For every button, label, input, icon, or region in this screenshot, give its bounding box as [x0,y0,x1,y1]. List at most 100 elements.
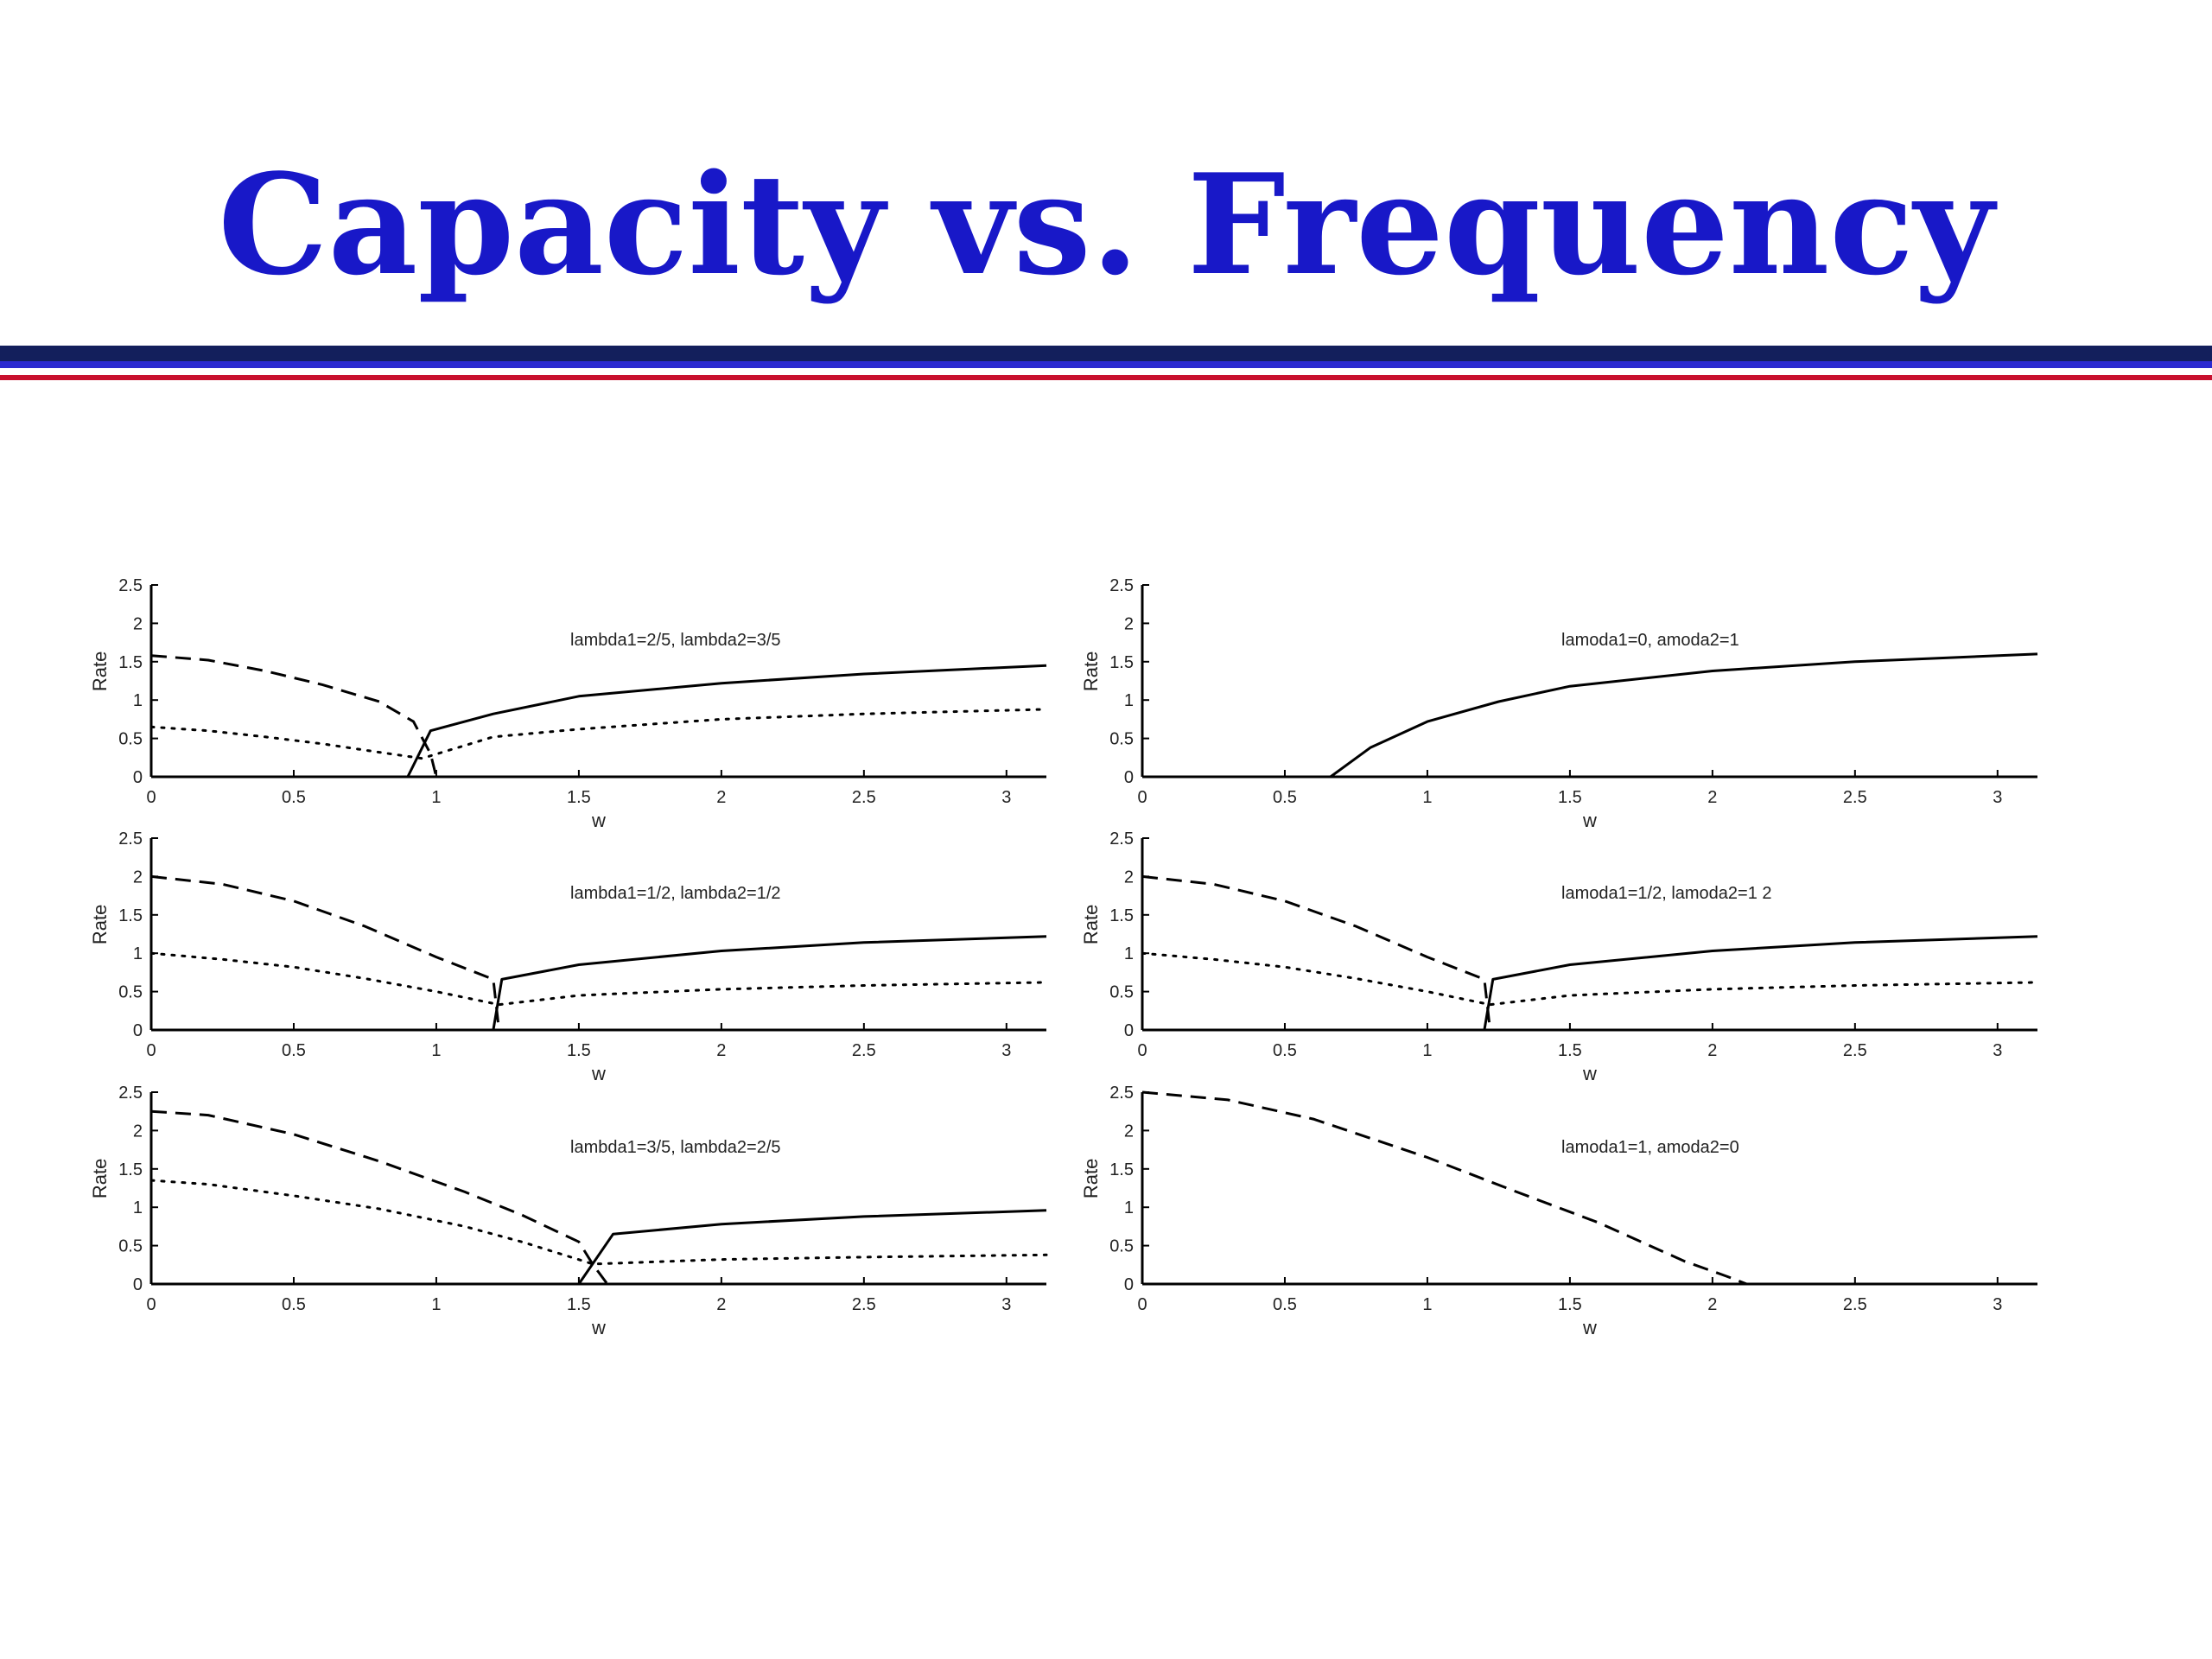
y-tick-label: 2.5 [118,576,143,595]
y-tick-label: 0 [1124,768,1134,787]
y-tick-label: 1.5 [118,906,143,925]
chart-panel-1: 0 0.5 1 1.5 2 2.5 3 0 0.5 1 1.5 2 2.5 w Rate lambda1=2/… [89,576,1048,831]
y-tick-label: 2 [133,614,143,633]
y-tick-label: 2 [133,1122,143,1141]
x-tick-label: 1.5 [567,1041,591,1060]
x-tick-label: 1 [431,1295,441,1314]
y-tick-label: 1.5 [1109,1160,1134,1179]
y-tick-label: 1.5 [1109,653,1134,672]
series-line-dashed [1141,1090,1748,1286]
x-tick-label: 0.5 [282,1295,306,1314]
series-line-dotted [1141,951,2039,1007]
x-tick-label: 0.5 [282,788,306,807]
x-axis-label: w [1582,1063,1597,1084]
x-tick-label: 2 [716,788,726,807]
x-tick-label: 3 [1993,788,2002,807]
x-tick-label: 1.5 [1558,788,1582,807]
x-tick-label: 0 [1137,1041,1147,1060]
x-tick-label: 1.5 [567,1295,591,1314]
x-tick-label: 0 [1137,1295,1147,1314]
series-line-dotted [149,951,1048,1007]
chart-annotation: lambda1=2/5, lambda2=3/5 [570,631,781,650]
y-tick-label: 0.5 [118,730,143,749]
y-tick-label: 1 [133,691,143,710]
series-line-dashed [150,874,1046,1032]
y-axis-label: Rate [89,652,111,691]
series-line-dotted [149,708,1048,760]
y-tick-label: 2.5 [118,1084,143,1103]
chart-annotation: lambda1=3/5, lambda2=2/5 [570,1138,781,1157]
y-tick-label: 0 [1124,1275,1134,1294]
series-line-dashed [1141,874,2037,1032]
x-tick-label: 2.5 [1843,1041,1867,1060]
x-tick-label: 2.5 [852,1041,876,1060]
x-tick-label: 1 [431,1041,441,1060]
title-rule-blue [0,361,2212,368]
x-tick-label: 2.5 [1843,1295,1867,1314]
y-axis-label: Rate [89,905,111,944]
x-tick-label: 3 [1993,1041,2002,1060]
y-tick-label: 0 [133,768,143,787]
chart-annotation: lamoda1=1, amoda2=0 [1561,1138,1739,1157]
series-line-dotted [149,1179,1048,1266]
chart-panel-4: 0 0.5 1 1.5 2 2.5 3 0 0.5 1 1.5 2 2.5 w Rate lamoda1=1/… [1080,830,2039,1084]
x-axis-label: w [591,1317,606,1338]
chart-panel-3: 0 0.5 1 1.5 2 2.5 3 0 0.5 1 1.5 2 2.5 w Rate lambda1=1/… [89,830,1048,1084]
series-line-solid [151,664,1047,779]
chart-annotation: lamoda1=1/2, lamoda2=1 2 [1561,884,1772,903]
series-line-solid [151,935,1047,1032]
x-tick-label: 1 [1422,1041,1432,1060]
series-line-dashed [150,1109,1046,1286]
x-tick-label: 1.5 [567,788,591,807]
x-tick-label: 2 [716,1295,726,1314]
y-tick-label: 0 [133,1021,143,1040]
x-tick-label: 0 [146,788,156,807]
y-axis-label: Rate [1080,905,1102,944]
y-tick-label: 0 [1124,1021,1134,1040]
x-axis-label: w [1582,810,1597,831]
x-tick-label: 3 [1001,1295,1011,1314]
y-tick-label: 2.5 [1109,576,1134,595]
y-axis-label: Rate [1080,1159,1102,1198]
x-tick-label: 3 [1001,1041,1011,1060]
y-tick-label: 0 [133,1275,143,1294]
x-tick-label: 0 [146,1295,156,1314]
y-tick-label: 0.5 [118,1237,143,1256]
x-axis-label: w [591,810,606,831]
y-tick-label: 1 [1124,944,1134,963]
y-axis-label: Rate [89,1159,111,1198]
x-axis-label: w [591,1063,606,1084]
chart-annotation: lamoda1=0, amoda2=1 [1561,631,1739,650]
x-axis-label: w [1582,1317,1597,1338]
y-axis-label: Rate [1080,652,1102,691]
slide-title: Capacity vs. Frequency [218,143,1994,306]
y-tick-label: 0.5 [118,983,143,1002]
y-tick-label: 2.5 [118,830,143,849]
y-tick-label: 2 [133,868,143,887]
x-tick-label: 2 [1707,1041,1717,1060]
title-rule-dark [0,346,2212,361]
y-tick-label: 2 [1124,868,1134,887]
x-tick-label: 2.5 [1843,788,1867,807]
title-rule-red [0,375,2212,380]
y-tick-label: 0.5 [1109,1237,1134,1256]
y-tick-label: 0.5 [1109,730,1134,749]
x-tick-label: 2.5 [852,788,876,807]
chart-panel-6: 0 0.5 1 1.5 2 2.5 3 0 0.5 1 1.5 2 2.5 w Rate lamoda1=1,… [1080,1084,2037,1338]
x-tick-label: 0 [1137,788,1147,807]
y-tick-label: 2.5 [1109,1084,1134,1103]
y-tick-label: 1.5 [1109,906,1134,925]
y-tick-label: 1.5 [118,1160,143,1179]
series-line-solid [1142,652,2038,779]
x-tick-label: 3 [1993,1295,2002,1314]
x-tick-label: 1 [1422,788,1432,807]
y-tick-label: 1.5 [118,653,143,672]
x-tick-label: 1 [1422,1295,1432,1314]
x-tick-label: 0.5 [1273,1295,1297,1314]
x-tick-label: 2.5 [852,1295,876,1314]
x-tick-label: 0.5 [282,1041,306,1060]
x-tick-label: 0.5 [1273,1041,1297,1060]
x-tick-label: 1 [431,788,441,807]
series-line-solid [1142,935,2038,1032]
